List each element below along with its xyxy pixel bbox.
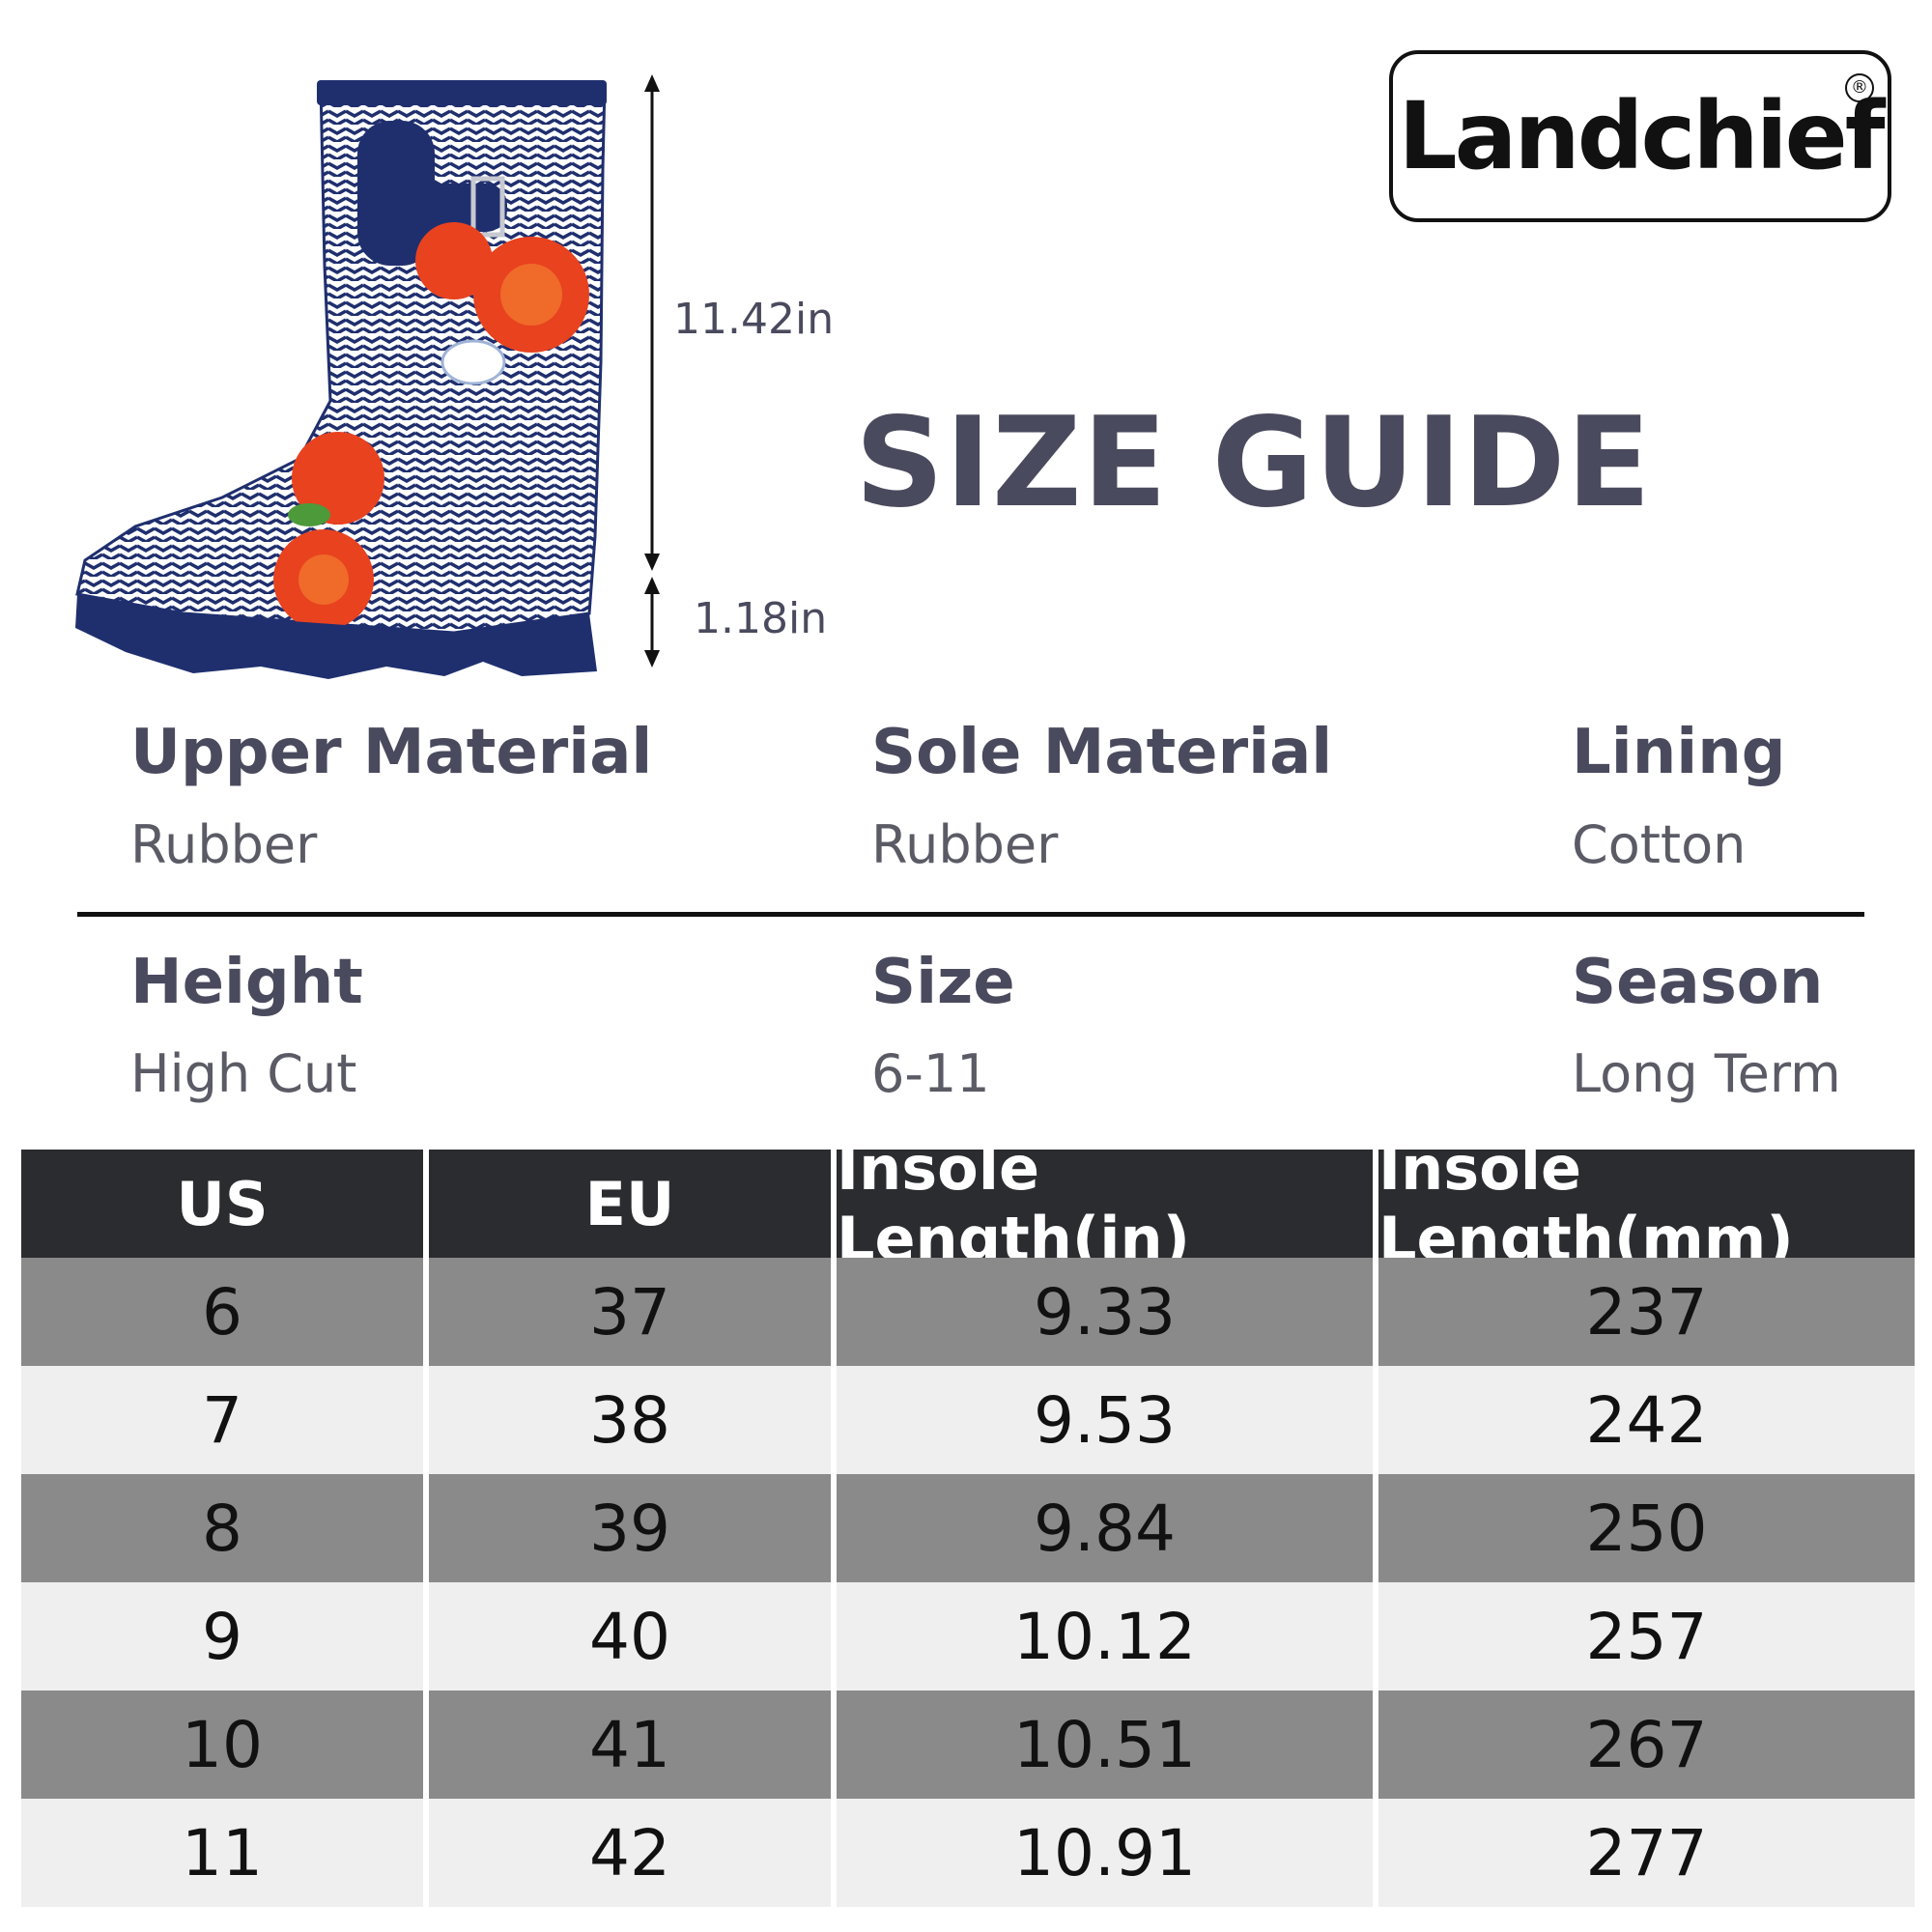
cell-insole-in: 9.33 [837,1258,1373,1366]
attr-value-size: 6-11 [871,1043,990,1104]
attr-label-upper-material: Upper Material [130,717,653,788]
cell-us: 10 [21,1690,423,1799]
table-row: 11 42 10.91 277 [21,1799,1918,1907]
size-table: US EU Insole Length(in) Insole Length(mm… [21,1133,1918,1907]
attr-label-sole-material: Sole Material [871,717,1333,788]
cell-eu: 38 [429,1366,831,1474]
header-eu: EU [429,1150,831,1258]
cell-insole-mm: 250 [1378,1474,1915,1582]
cell-insole-mm: 257 [1378,1582,1915,1690]
attr-value-lining: Cotton [1572,814,1747,875]
cell-us: 9 [21,1582,423,1690]
cell-us: 8 [21,1474,423,1582]
table-header-row: US EU Insole Length(in) Insole Length(mm… [21,1133,1918,1274]
attr-label-season: Season [1572,947,1824,1018]
header-us: US [21,1150,423,1258]
cell-insole-in: 10.12 [837,1582,1373,1690]
attr-label-height: Height [130,947,363,1018]
cell-insole-mm: 237 [1378,1258,1915,1366]
header-insole-in: Insole Length(in) [837,1133,1373,1274]
cell-insole-mm: 267 [1378,1690,1915,1799]
shaft-height-label: 11.42in [673,295,835,344]
registered-mark: ® [1845,73,1874,102]
height-dimension-arrow [644,74,660,668]
table-row: 10 41 10.51 267 [21,1690,1918,1799]
cell-insole-mm: 242 [1378,1366,1915,1474]
cell-insole-in: 9.53 [837,1366,1373,1474]
heel-height-label: 1.18in [694,594,828,643]
cell-insole-in: 10.51 [837,1690,1373,1799]
attr-value-height: High Cut [130,1043,357,1104]
attr-label-size: Size [871,947,1015,1018]
cell-eu: 42 [429,1799,831,1907]
attr-value-season: Long Term [1572,1043,1841,1104]
brand-logo: Landchief ® [1389,50,1891,222]
brand-name: Landchief [1398,82,1885,190]
table-row: 6 37 9.33 237 [21,1258,1918,1366]
section-divider [77,912,1864,917]
cell-eu: 39 [429,1474,831,1582]
cell-us: 7 [21,1366,423,1474]
cell-insole-in: 10.91 [837,1799,1373,1907]
cell-insole-in: 9.84 [837,1474,1373,1582]
table-row: 8 39 9.84 250 [21,1474,1918,1582]
cell-insole-mm: 277 [1378,1799,1915,1907]
attr-value-upper-material: Rubber [130,814,318,875]
attr-value-sole-material: Rubber [871,814,1059,875]
cell-us: 11 [21,1799,423,1907]
cell-us: 6 [21,1258,423,1366]
cell-eu: 41 [429,1690,831,1799]
table-row: 7 38 9.53 242 [21,1366,1918,1474]
rain-boot-image [75,80,607,679]
attr-label-lining: Lining [1572,717,1786,788]
table-row: 9 40 10.12 257 [21,1582,1918,1690]
header-insole-mm: Insole Length(mm) [1378,1133,1915,1274]
cell-eu: 40 [429,1582,831,1690]
page-title: SIZE GUIDE [855,391,1652,535]
cell-eu: 37 [429,1258,831,1366]
